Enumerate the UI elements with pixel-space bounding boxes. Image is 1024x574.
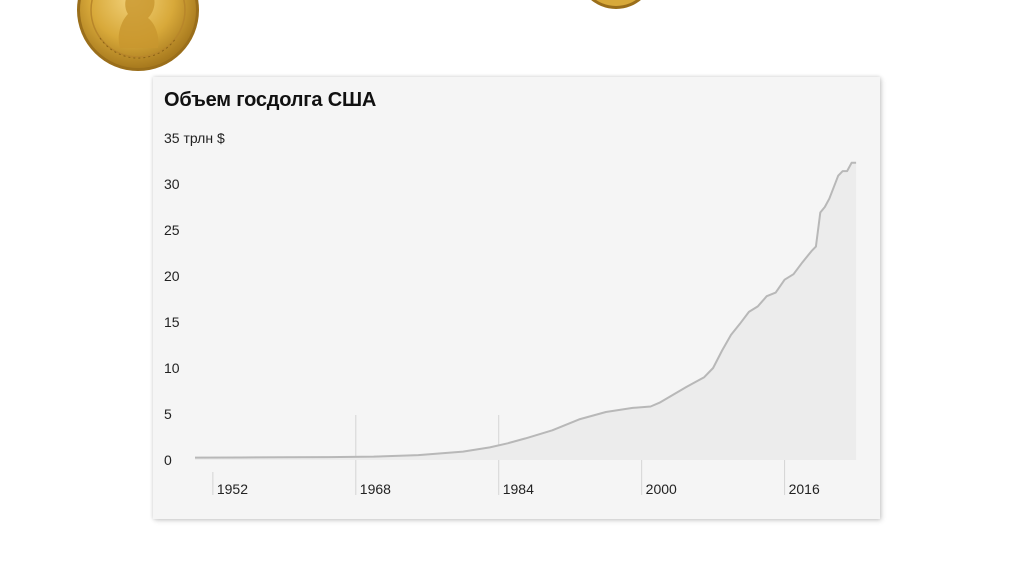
gold-coin-edge-icon [591, 0, 641, 9]
chart-card: Объем госдолга США 35 трлн $ 0 5 10 15 20 25 3… [153, 77, 880, 519]
y-tick-label: 30 [164, 176, 180, 192]
x-tick-label: 1952 [217, 481, 248, 497]
x-tick-label: 1984 [503, 481, 534, 497]
y-tick-label: 0 [164, 452, 172, 468]
area-chart: 0 5 10 15 20 25 30 1952 1968 1984 2000 2016 [164, 161, 857, 497]
x-tick-label: 1968 [360, 481, 391, 497]
y-axis-ticks: 0 5 10 15 20 25 30 [164, 176, 180, 468]
series-area-fill [195, 162, 857, 461]
y-axis-unit-label: 35 трлн $ [164, 130, 225, 146]
y-tick-label: 25 [164, 222, 180, 238]
chart-title: Объем госдолга США [164, 89, 377, 111]
y-tick-label: 15 [164, 314, 180, 330]
y-tick-label: 5 [164, 406, 172, 422]
y-tick-label: 10 [164, 360, 180, 376]
x-axis-ticks: 1952 1968 1984 2000 2016 [217, 481, 820, 497]
x-tick-label: 2016 [789, 481, 820, 497]
x-tick-label: 2000 [646, 481, 677, 497]
gold-coin-icon [77, 0, 199, 71]
series-line [194, 161, 857, 459]
y-tick-label: 20 [164, 268, 180, 284]
